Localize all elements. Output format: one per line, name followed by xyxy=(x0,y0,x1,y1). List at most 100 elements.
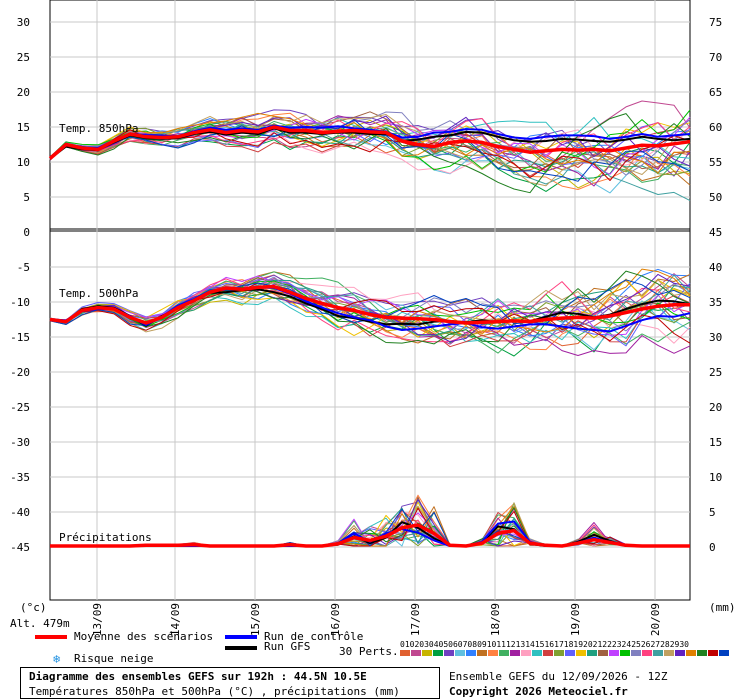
date-tick-label: 15/09 xyxy=(249,603,262,636)
right-tick-label: 75 xyxy=(709,16,722,29)
pert-color-swatch xyxy=(587,650,597,656)
pert-line-29 xyxy=(49,282,691,344)
date-tick-label: 17/09 xyxy=(409,603,422,636)
panel-label: Précipitations xyxy=(59,531,152,544)
right-tick-label: 60 xyxy=(709,121,722,134)
pert-line-14 xyxy=(49,286,691,348)
pert-color-swatch xyxy=(411,650,421,656)
left-tick-label: 15 xyxy=(17,121,30,134)
date-tick-label: 13/09 xyxy=(91,603,104,636)
panel-label: Temp. 500hPa xyxy=(59,287,138,300)
pert-color-swatch xyxy=(543,650,553,656)
pert-color-swatch xyxy=(477,650,487,656)
pert-color-swatch xyxy=(455,650,465,656)
left-tick-label: 20 xyxy=(17,86,30,99)
left-tick-label: -15 xyxy=(10,331,30,344)
left-tick-label: -25 xyxy=(10,401,30,414)
pert-color-swatch xyxy=(631,650,641,656)
left-tick-label: -35 xyxy=(10,471,30,484)
pert-color-swatch xyxy=(697,650,707,656)
left-tick-label: 25 xyxy=(17,51,30,64)
snow-legend-label: Risque neige xyxy=(74,652,154,665)
control-legend-label: Run de contrôle xyxy=(264,630,364,643)
left-tick-label: 10 xyxy=(17,156,30,169)
right-tick-label: 50 xyxy=(709,191,722,204)
mean-legend-label: Moyenne des scénarios xyxy=(74,630,214,643)
date-tick-label: 18/09 xyxy=(489,603,502,636)
right-tick-label: 65 xyxy=(709,86,722,99)
left-tick-label: -20 xyxy=(10,366,30,379)
panel-label: Temp. 850hPa xyxy=(59,122,138,135)
pert-color-swatch xyxy=(466,650,476,656)
date-tick-label: 20/09 xyxy=(649,603,662,636)
pert-color-swatch xyxy=(422,650,432,656)
pert-color-swatch xyxy=(675,650,685,656)
left-tick-label: 5 xyxy=(23,191,30,204)
snowflake-icon: ❄ xyxy=(53,652,61,666)
pert-line-28 xyxy=(49,113,691,194)
right-tick-label: 15 xyxy=(709,436,722,449)
right-tick-label: 10 xyxy=(709,471,722,484)
control-swatch xyxy=(225,635,257,639)
left-axis-unit: (°c) xyxy=(20,601,47,614)
pert-color-swatch xyxy=(444,650,454,656)
right-tick-label: 55 xyxy=(709,156,722,169)
left-tick-label: 30 xyxy=(17,16,30,29)
pert-color-swatch xyxy=(521,650,531,656)
copyright: Copyright 2026 Meteociel.fr xyxy=(449,685,628,698)
pert-color-swatch xyxy=(609,650,619,656)
axis-ticks: 302520151050-5-10-15-20-25-30-35-40-4575… xyxy=(10,16,722,636)
right-tick-label: 0 xyxy=(709,541,716,554)
run-info: Ensemble GEFS du 12/09/2026 - 12Z xyxy=(449,670,668,683)
mean-line xyxy=(49,284,690,325)
pert-color-swatch xyxy=(642,650,652,656)
mean-swatch xyxy=(35,635,67,639)
left-tick-label: -10 xyxy=(10,296,30,309)
right-tick-label: 30 xyxy=(709,331,722,344)
left-tick-label: -5 xyxy=(17,261,30,274)
right-tick-label: 70 xyxy=(709,51,722,64)
pert-color-swatch xyxy=(664,650,674,656)
pert-color-swatch xyxy=(598,650,608,656)
pert-color-swatch xyxy=(488,650,498,656)
right-tick-label: 40 xyxy=(709,261,722,274)
mean-line xyxy=(50,523,690,548)
pert-color-swatch xyxy=(719,650,729,656)
date-tick-label: 19/09 xyxy=(569,603,582,636)
pert-color-swatch xyxy=(686,650,696,656)
pert-color-swatch xyxy=(620,650,630,656)
right-tick-label: 45 xyxy=(709,226,722,239)
right-tick-label: 35 xyxy=(709,296,722,309)
perts-label: 30 Perts. xyxy=(339,645,399,658)
gfs-swatch xyxy=(225,646,257,650)
left-tick-label: -40 xyxy=(10,506,30,519)
left-tick-label: 0 xyxy=(23,226,30,239)
perturbation-numbers: 0102030405060708091011121314151617181920… xyxy=(400,640,689,649)
right-tick-label: 20 xyxy=(709,401,722,414)
pert-color-swatch xyxy=(510,650,520,656)
right-axis-unit: (mm) xyxy=(709,601,736,614)
panel-labels: Temp. 850hPa Temp. 500hPa Précipitations xyxy=(59,122,152,544)
pert-color-swatch xyxy=(400,650,410,656)
right-tick-label: 5 xyxy=(709,506,716,519)
gfs-legend-label: Run GFS xyxy=(264,640,311,653)
pert-color-swatch xyxy=(576,650,586,656)
pert-line-28 xyxy=(49,270,691,345)
pert-color-swatch xyxy=(532,650,542,656)
right-tick-label: 25 xyxy=(709,366,722,379)
pert-color-swatch xyxy=(653,650,663,656)
footer-title: Diagramme des ensembles GEFS sur 192h : … xyxy=(29,670,367,683)
date-tick-label: 14/09 xyxy=(169,603,182,636)
left-tick-label: -45 xyxy=(10,541,30,554)
mean-line xyxy=(48,125,691,160)
pert-color-swatch xyxy=(499,650,509,656)
left-tick-label: -30 xyxy=(10,436,30,449)
chart-grid xyxy=(49,0,691,601)
date-tick-label: 16/09 xyxy=(329,603,342,636)
pert-color-swatch xyxy=(554,650,564,656)
footer-box: Diagramme des ensembles GEFS sur 192h : … xyxy=(20,667,440,699)
footer-subtitle: Températures 850hPa et 500hPa (°C) , pré… xyxy=(29,685,400,698)
pert-color-swatch xyxy=(433,650,443,656)
control-line xyxy=(49,124,691,160)
